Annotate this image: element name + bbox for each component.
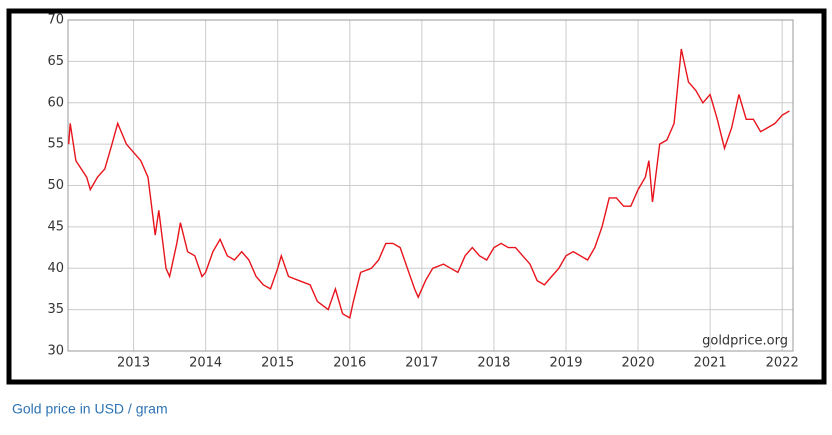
- x-tick-label: 2015: [261, 356, 294, 371]
- x-tick-label: 2022: [766, 356, 799, 371]
- x-tick-label: 2017: [405, 356, 438, 371]
- plot-border: [67, 19, 794, 352]
- x-tick-label: 2018: [477, 356, 510, 371]
- y-tick-label: 50: [47, 178, 64, 193]
- caption: Gold price in USD / gram: [12, 401, 168, 417]
- x-tick-label: 2020: [622, 356, 655, 371]
- y-tick-label: 30: [47, 344, 64, 359]
- x-tick-label: 2014: [189, 356, 222, 371]
- x-tick-label: 2013: [117, 356, 150, 371]
- y-tick-label: 65: [47, 54, 64, 69]
- price-line: [68, 48, 790, 319]
- x-tick-label: 2019: [549, 356, 582, 371]
- y-tick-label: 40: [47, 261, 64, 276]
- x-tick-label: 2021: [694, 356, 727, 371]
- frame: [6, 8, 827, 385]
- y-tick-label: 35: [47, 302, 64, 317]
- y-tick-label: 55: [47, 137, 64, 152]
- y-tick-label: 45: [47, 219, 64, 234]
- y-tick-label: 70: [47, 13, 64, 28]
- x-tick-label: 2016: [333, 356, 366, 371]
- y-tick-label: 60: [47, 95, 64, 110]
- watermark: goldprice.org: [702, 334, 788, 349]
